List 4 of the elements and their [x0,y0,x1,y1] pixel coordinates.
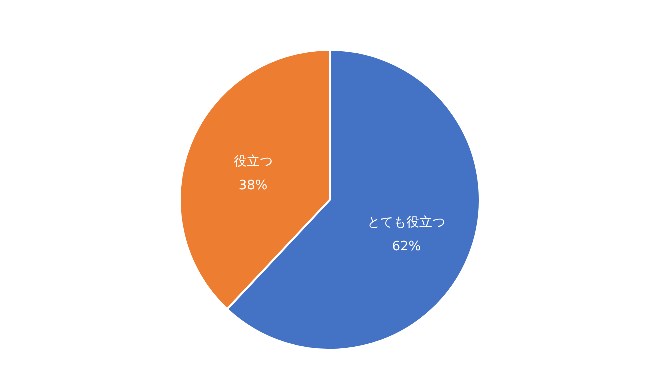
data-label: 38% [238,178,268,194]
slice-label: とても役立つ [368,214,446,230]
data-label: 62% [392,239,422,254]
slice-label: 役立つ [234,154,273,170]
